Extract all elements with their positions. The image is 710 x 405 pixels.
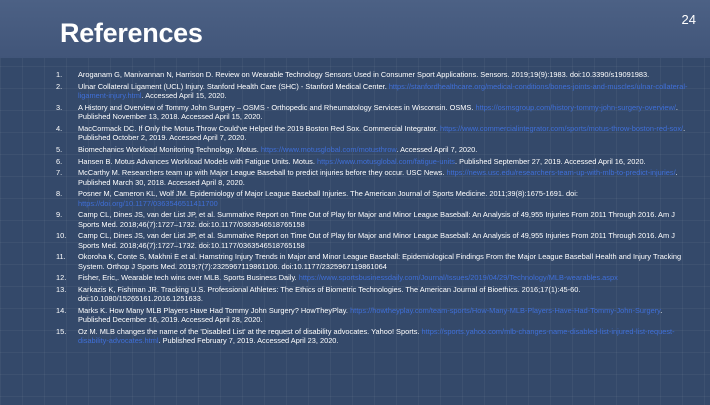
reference-link[interactable]: https://osmsgroup.com/history-tommy-john… xyxy=(475,102,676,112)
reference-item: 4. MacCormack DC. If Only the Motus Throw… xyxy=(56,123,690,142)
reference-text: Okoroha K, Conte S, Makhni E et al. Hams… xyxy=(78,252,682,271)
reference-number: 8. xyxy=(56,189,63,199)
reference-text: Posner M, Cameron KL, Wolf JM. Epidemiol… xyxy=(78,189,578,199)
reference-link[interactable]: https://doi.org/10.1177/0363546511411700 xyxy=(78,198,218,208)
reference-number: 10. xyxy=(56,231,67,241)
reference-text: Aroganam G, Manivannan N, Harrison D. Re… xyxy=(78,70,650,79)
reference-text: Marks K. How Many MLB Players Have Had T… xyxy=(78,306,348,316)
reference-text: Hansen B. Motus Advances Workload Models… xyxy=(78,156,315,166)
reference-link[interactable]: https://www.commercialintegrator.com/spo… xyxy=(439,123,684,133)
reference-number: 9. xyxy=(56,210,63,220)
title-band xyxy=(0,0,710,58)
reference-link[interactable]: https://www.motusglobal.com/motusthrow xyxy=(260,144,397,154)
reference-list: 1. Aroganam G, Manivannan N, Harrison D. … xyxy=(56,70,690,348)
reference-item: 5. Biomechanics Workload Monitoring Techn… xyxy=(56,144,690,154)
reference-number: 1. xyxy=(56,70,63,79)
reference-text: A History and Overview of Tommy John Sur… xyxy=(78,102,474,112)
reference-item: 10. Camp CL, Dines JS, van der List JP, e… xyxy=(56,231,690,250)
reference-number: 14. xyxy=(56,306,67,316)
reference-date-text: . Published September 27, 2019. Accessed… xyxy=(454,156,646,166)
reference-link[interactable]: https://sports.yahoo.com/mlb-changes-nam… xyxy=(78,327,675,346)
reference-date-text: . Published October 2, 2019. Accessed Ap… xyxy=(78,123,686,142)
reference-item: 13. Karkazis K, Fishman JR. Tracking U.S.… xyxy=(56,285,690,304)
reference-number: 4. xyxy=(56,123,63,133)
reference-item: 6. Hansen B. Motus Advances Workload Mode… xyxy=(56,156,690,166)
reference-item: 15. Oz M. MLB changes the name of the 'Di… xyxy=(56,327,690,346)
reference-item: 11. Okoroha K, Conte S, Makhni E et al. H… xyxy=(56,252,690,271)
reference-item: 2. Ulnar Collateral Ligament (UCL) Injury… xyxy=(56,81,690,100)
reference-item: 14. Marks K. How Many MLB Players Have Ha… xyxy=(56,306,690,325)
reference-text: Camp CL, Dines JS, van der List JP, et a… xyxy=(78,210,675,229)
page-title: References xyxy=(60,18,203,48)
page-number: 24 xyxy=(681,12,696,27)
reference-date-text: . Published November 13, 2018. Accessed … xyxy=(78,102,678,121)
reference-link[interactable]: https://stanfordhealthcare.org/medical-c… xyxy=(78,81,688,100)
reference-date-text: . Accessed April 7, 2020. xyxy=(396,144,478,154)
reference-text: McCarthy M. Researchers team up with Maj… xyxy=(78,168,445,178)
reference-date-text: . Published December 16, 2019. Accessed … xyxy=(78,306,663,325)
reference-number: 7. xyxy=(56,168,63,178)
reference-link[interactable]: https://www.sportsbusinessdaily.com/Jour… xyxy=(298,273,618,283)
reference-number: 13. xyxy=(56,285,67,295)
reference-item: 8. Posner M, Cameron KL, Wolf JM. Epidemi… xyxy=(56,189,690,208)
reference-text: Oz M. MLB changes the name of the 'Disab… xyxy=(78,327,420,337)
reference-text: Karkazis K, Fishman JR. Tracking U.S. Pr… xyxy=(78,285,581,304)
reference-item: 12. Fisher, Eric,. Wearable tech wins ove… xyxy=(56,273,690,283)
reference-date-text: . Published March 30, 2018. Accessed Apr… xyxy=(78,168,678,187)
reference-number: 5. xyxy=(56,144,63,154)
reference-text: Ulnar Collateral Ligament (UCL) Injury. … xyxy=(78,81,387,91)
reference-number: 3. xyxy=(56,102,63,112)
reference-number: 15. xyxy=(56,327,67,337)
reference-number: 2. xyxy=(56,81,63,91)
reference-number: 6. xyxy=(56,156,63,166)
reference-text: Camp CL, Dines JS, van der List JP, et a… xyxy=(78,231,675,250)
reference-item: 7. McCarthy M. Researchers team up with M… xyxy=(56,168,690,187)
reference-text: MacCormack DC. If Only the Motus Throw C… xyxy=(78,123,438,133)
reference-item: 9. Camp CL, Dines JS, van der List JP, et… xyxy=(56,210,690,229)
reference-link[interactable]: https://www.motusglobal.com/fatigue-unit… xyxy=(316,156,455,166)
reference-link[interactable]: https://news.usc.edu/researchers-team-up… xyxy=(446,168,676,178)
reference-item: 1. Aroganam G, Manivannan N, Harrison D. … xyxy=(56,70,690,79)
reference-date-text: . Accessed April 15, 2020. xyxy=(141,91,227,100)
reference-number: 11. xyxy=(56,252,66,262)
reference-number: 12. xyxy=(56,273,67,283)
reference-text: Fisher, Eric,. Wearable tech wins over M… xyxy=(78,273,297,283)
reference-text: Biomechanics Workload Monitoring Technol… xyxy=(78,144,259,154)
reference-link[interactable]: https://howtheyplay.com/team-sports/How-… xyxy=(350,306,661,316)
reference-item: 3. A History and Overview of Tommy John S… xyxy=(56,102,690,121)
reference-date-text: . Published February 7, 2019. Accessed A… xyxy=(158,336,339,346)
